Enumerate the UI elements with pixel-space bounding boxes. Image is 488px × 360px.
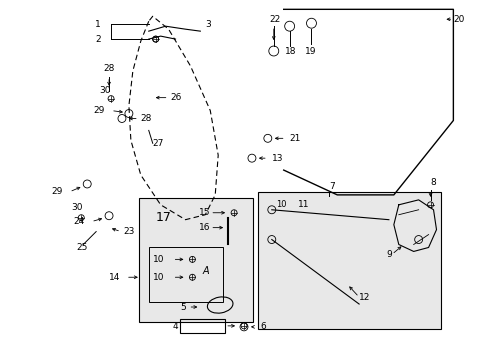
Text: 21: 21: [289, 134, 301, 143]
Text: 23: 23: [122, 227, 134, 236]
Text: 6: 6: [259, 322, 265, 331]
Text: 11: 11: [297, 200, 308, 209]
Text: 4: 4: [173, 322, 178, 331]
Text: 10: 10: [275, 200, 285, 209]
Text: 29: 29: [51, 188, 63, 197]
Text: 13: 13: [271, 154, 283, 163]
Text: 2: 2: [95, 35, 101, 44]
Text: 10: 10: [152, 255, 164, 264]
Bar: [148, 247, 223, 302]
Text: A: A: [202, 266, 208, 276]
Text: 9: 9: [386, 250, 391, 259]
Text: 18: 18: [284, 46, 296, 55]
Text: 10: 10: [152, 273, 164, 282]
Text: 8: 8: [429, 179, 435, 188]
Text: 30: 30: [99, 86, 110, 95]
Text: 27: 27: [152, 139, 164, 148]
Text: 3: 3: [205, 20, 211, 29]
Text: 5: 5: [181, 302, 186, 311]
Bar: [139, 198, 252, 322]
Text: 30: 30: [71, 203, 82, 212]
Text: 22: 22: [269, 15, 281, 24]
Bar: [180, 319, 224, 333]
Text: 17: 17: [155, 211, 171, 224]
Text: 1: 1: [95, 20, 101, 29]
Text: 19: 19: [304, 46, 315, 55]
Text: 16: 16: [198, 223, 210, 232]
Bar: [257, 192, 441, 329]
Text: 7: 7: [328, 183, 334, 192]
Text: 28: 28: [141, 114, 152, 123]
Text: 28: 28: [103, 64, 114, 73]
Text: 29: 29: [93, 106, 104, 115]
Text: 12: 12: [358, 293, 370, 302]
Text: 24: 24: [73, 217, 84, 226]
Text: 26: 26: [170, 93, 182, 102]
Text: 25: 25: [76, 243, 87, 252]
Text: 20: 20: [452, 15, 464, 24]
Text: 15: 15: [198, 208, 210, 217]
Text: 14: 14: [109, 273, 120, 282]
